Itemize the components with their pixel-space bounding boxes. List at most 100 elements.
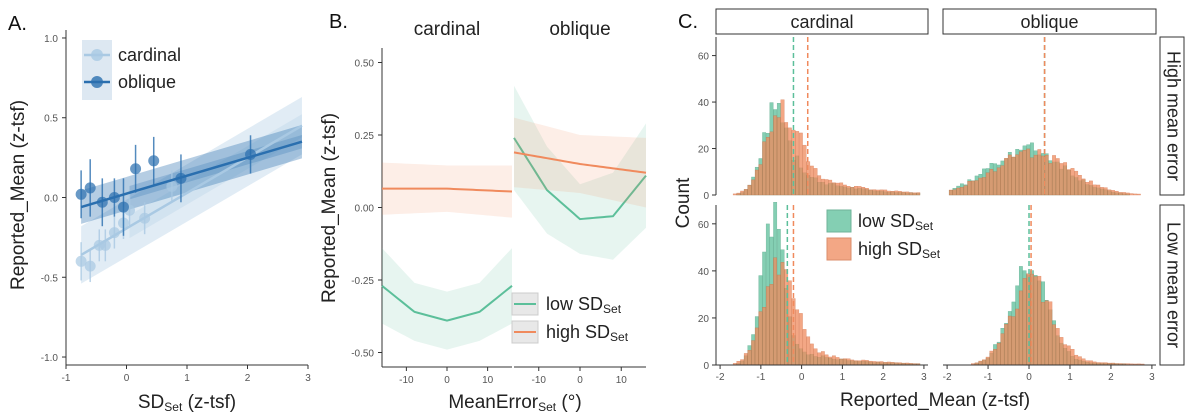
c-bar-high [802, 329, 807, 366]
c-bar-high [982, 177, 986, 196]
c-bar-high [872, 361, 877, 366]
b-x-tick-label: -10 [532, 375, 547, 386]
c-bar-high [1037, 275, 1042, 366]
c-bar-high [751, 340, 756, 366]
b-line-oblique-low [513, 137, 647, 221]
c-bar-high [1066, 169, 1071, 196]
c-x-tick-label: -2 [943, 372, 952, 383]
c-bar-high [876, 189, 880, 196]
c-strip-oblique [942, 8, 1157, 35]
b-line-cardinal-low [381, 285, 513, 322]
c-bar-high [1004, 323, 1009, 366]
c-bar-high [1007, 154, 1012, 196]
c-bar-high [1077, 175, 1082, 196]
a-legend-marker-cardinal [91, 49, 103, 61]
c-bar-high [1004, 158, 1009, 196]
c-bar-high [948, 189, 953, 196]
c-bar-high [1007, 315, 1012, 366]
a-y-tick-label: 1.0 [44, 34, 58, 45]
c-bar-high [1100, 187, 1104, 196]
a-y-tick-label: 0.0 [44, 194, 58, 205]
c-bar-high [762, 141, 767, 196]
panel-label-a: A. [8, 13, 27, 35]
c-bar-high [1044, 154, 1049, 196]
c-bar-high [773, 257, 778, 366]
c-bar-high [978, 177, 983, 196]
c-bar-high [839, 358, 844, 366]
c-bar-high [861, 187, 866, 196]
c-bar-high [751, 179, 756, 196]
c-x-axis-title: Reported_Mean (z-tsf) [840, 390, 1030, 411]
c-y-tick-label: 40 [698, 98, 710, 109]
panel-label-b: B. [329, 11, 348, 33]
b-x-axis-title: MeanErrorSet (°) [448, 392, 581, 412]
c-bar-high [1118, 192, 1123, 196]
c-bar-high [952, 189, 957, 196]
c-bar-high [843, 184, 847, 196]
c-bar-high [1085, 182, 1090, 196]
c-bar-high [820, 351, 825, 366]
c-x-tick-label: -1 [756, 372, 765, 383]
c-bar-high [898, 191, 902, 196]
c-bar-high [912, 192, 917, 196]
c-bar-high [787, 127, 792, 196]
c-bar-high [850, 359, 855, 366]
c-bar-high [798, 313, 803, 366]
c-bar-high [916, 192, 921, 196]
c-bar-high [1122, 192, 1126, 196]
c-x-tick-label: 0 [799, 372, 805, 383]
c-bar-high [795, 131, 800, 196]
c-bar-high [780, 99, 785, 196]
b-line-cardinal-high [382, 187, 513, 193]
c-bar-high [776, 117, 781, 196]
c-bar-high [828, 356, 833, 366]
c-bar-high [1052, 324, 1056, 366]
b-y-tick-label: 0.50 [355, 59, 375, 70]
c-legend-key-low [826, 209, 852, 233]
c-bar-high [1070, 168, 1075, 196]
c-y-tick-label: 20 [698, 314, 710, 325]
a-x-tick-label: -1 [62, 373, 71, 384]
c-bar-high [985, 172, 990, 196]
c-bar-high [1044, 300, 1049, 366]
c-bar-high [817, 175, 822, 196]
c-bar-high [806, 336, 811, 366]
c-bar-high [909, 192, 913, 196]
c-bar-high [1074, 170, 1079, 196]
c-row-strip-0 [1159, 36, 1185, 196]
c-bar-high [1129, 193, 1134, 196]
c-bar-high [809, 343, 814, 366]
a-point-oblique [117, 201, 129, 213]
a-y-axis-title: Reported_Mean (z-tsf) [8, 100, 29, 290]
c-bar-high [1033, 154, 1038, 196]
b-y-axis-title: Reported_Mean (z-tsf) [319, 113, 340, 303]
b-ci-oblique-high [514, 117, 646, 208]
c-bar-high [865, 360, 869, 366]
c-bar-high [996, 167, 1001, 196]
c-bar-high [740, 359, 745, 366]
c-bar-high [887, 190, 891, 196]
c-bar-high [835, 182, 840, 196]
c-row-strip-label-1: Low mean error [1163, 222, 1183, 348]
a-y-tick-label: -1.0 [41, 353, 59, 364]
a-point-oblique [75, 188, 87, 200]
c-bar-high [743, 189, 748, 196]
c-bar-high [758, 311, 763, 366]
c-bar-high [857, 186, 862, 196]
c-bar-high [843, 358, 847, 366]
c-bar-high [839, 182, 844, 196]
c-legend-label-low: low SDSet [858, 211, 934, 233]
a-x-tick-label: 3 [305, 373, 311, 384]
c-bar-high [993, 349, 997, 366]
c-bar-high [989, 168, 994, 196]
c-bar-high [963, 185, 968, 196]
a-point-oblique [130, 163, 142, 175]
c-x-tick-label: 2 [880, 372, 886, 383]
c-bar-high [773, 115, 778, 196]
c-x-tick-label: 1 [1067, 372, 1073, 383]
a-x-tick-label: 1 [184, 373, 190, 384]
c-y-tick-label: 40 [698, 267, 710, 278]
c-x-tick-label: 1 [840, 372, 846, 383]
c-y-tick-label: 0 [703, 191, 709, 202]
b-x-tick-label: 0 [577, 375, 583, 386]
